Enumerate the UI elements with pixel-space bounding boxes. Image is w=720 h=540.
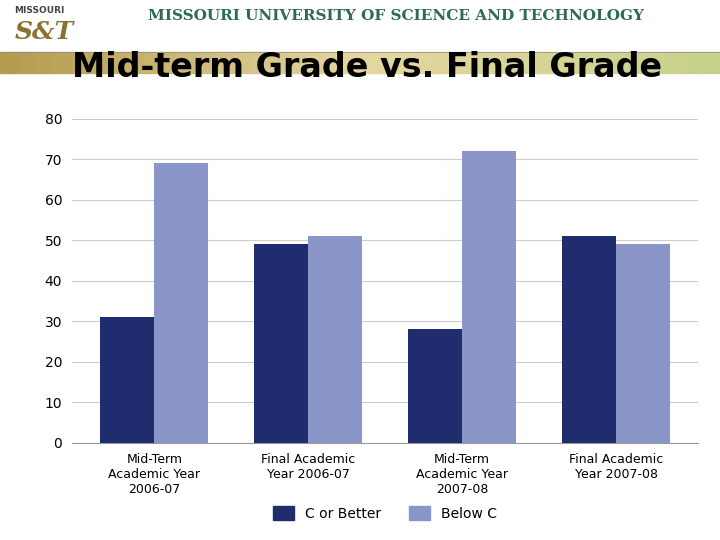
Bar: [396, 52, 414, 73]
Bar: [360, 52, 378, 73]
Bar: [54, 52, 72, 73]
Bar: [666, 52, 684, 73]
Bar: [522, 52, 540, 73]
Bar: [540, 52, 558, 73]
Bar: [702, 52, 720, 73]
Text: MISSOURI: MISSOURI: [14, 6, 65, 15]
Bar: [252, 52, 270, 73]
Bar: [216, 52, 234, 73]
Bar: [162, 52, 180, 73]
Bar: [36, 52, 54, 73]
Bar: [468, 52, 486, 73]
Bar: [562, 237, 616, 443]
Bar: [324, 52, 342, 73]
Legend: C or Better, Below C: C or Better, Below C: [268, 501, 503, 526]
Bar: [486, 52, 504, 73]
Bar: [612, 52, 630, 73]
Bar: [18, 52, 36, 73]
Bar: [180, 52, 198, 73]
Bar: [462, 151, 516, 443]
Text: Mid-term Grade vs. Final Grade: Mid-term Grade vs. Final Grade: [72, 51, 662, 84]
Bar: [254, 244, 308, 443]
Bar: [630, 52, 648, 73]
Bar: [101, 317, 154, 443]
Bar: [154, 163, 208, 443]
Bar: [432, 52, 450, 73]
Bar: [306, 52, 324, 73]
Bar: [378, 52, 396, 73]
Bar: [288, 52, 306, 73]
Bar: [234, 52, 252, 73]
Bar: [270, 52, 288, 73]
Bar: [558, 52, 576, 73]
Bar: [342, 52, 360, 73]
Bar: [90, 52, 108, 73]
Bar: [144, 52, 162, 73]
Bar: [408, 329, 462, 443]
Bar: [108, 52, 126, 73]
Bar: [414, 52, 432, 73]
Bar: [0, 52, 18, 73]
Text: S&T: S&T: [14, 21, 73, 44]
Bar: [684, 52, 702, 73]
Bar: [576, 52, 594, 73]
Bar: [450, 52, 468, 73]
Bar: [198, 52, 216, 73]
Bar: [648, 52, 666, 73]
Bar: [616, 244, 670, 443]
Text: MISSOURI UNIVERSITY OF SCIENCE AND TECHNOLOGY: MISSOURI UNIVERSITY OF SCIENCE AND TECHN…: [148, 9, 644, 23]
Bar: [594, 52, 612, 73]
Bar: [126, 52, 144, 73]
Bar: [308, 237, 362, 443]
Bar: [72, 52, 90, 73]
Bar: [504, 52, 522, 73]
